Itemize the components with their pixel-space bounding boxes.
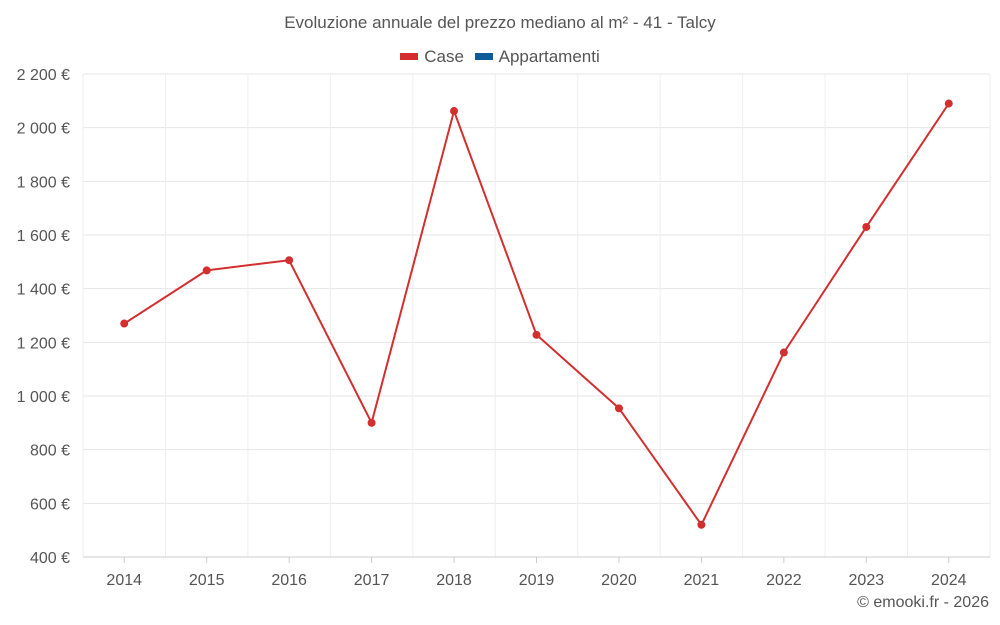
legend-label-case: Case (424, 46, 464, 66)
x-tick-label: 2016 (271, 572, 307, 589)
x-tick-label: 2022 (766, 572, 802, 589)
y-tick-label: 1 400 € (17, 282, 70, 299)
x-tick-label: 2017 (354, 572, 390, 589)
x-tick-label: 2024 (931, 572, 967, 589)
data-point-case (862, 222, 871, 231)
legend-label-appartamenti: Appartamenti (498, 46, 600, 66)
y-tick-label: 1 200 € (17, 335, 70, 352)
data-point-case (944, 99, 953, 108)
y-tick-label: 600 € (30, 496, 70, 513)
legend-swatch-appartamenti (474, 53, 493, 60)
y-tick-label: 2 000 € (17, 121, 70, 138)
chart-title: Evoluzione annuale del prezzo mediano al… (284, 13, 716, 32)
credit-text: © emooki.fr - 2026 (857, 594, 989, 611)
data-point-case (532, 330, 541, 339)
data-point-case (120, 319, 129, 328)
y-tick-label: 1 000 € (17, 389, 70, 406)
data-point-case (450, 107, 459, 116)
x-tick-label: 2023 (849, 572, 885, 589)
data-point-case (779, 348, 788, 357)
y-tick-label: 1 800 € (17, 174, 70, 191)
data-point-case (614, 404, 623, 413)
x-tick-label: 2021 (684, 572, 720, 589)
data-point-case (202, 266, 211, 275)
y-tick-label: 400 € (30, 550, 70, 567)
legend-item-appartamenti[interactable]: Appartamenti (474, 46, 600, 67)
x-tick-label: 2019 (519, 572, 555, 589)
legend-swatch-case (400, 53, 419, 60)
x-tick-label: 2020 (601, 572, 637, 589)
data-point-case (697, 520, 706, 529)
legend-item-case[interactable]: Case (400, 47, 464, 67)
x-tick-label: 2014 (106, 572, 142, 589)
data-point-case (367, 418, 376, 427)
x-tick-label: 2018 (436, 572, 472, 589)
legend: Case Appartamenti (0, 45, 1000, 67)
data-point-case (285, 256, 294, 265)
x-tick-label: 2015 (189, 572, 225, 589)
y-tick-label: 800 € (30, 443, 70, 460)
y-tick-label: 2 200 € (17, 67, 70, 84)
y-tick-label: 1 600 € (17, 228, 70, 245)
